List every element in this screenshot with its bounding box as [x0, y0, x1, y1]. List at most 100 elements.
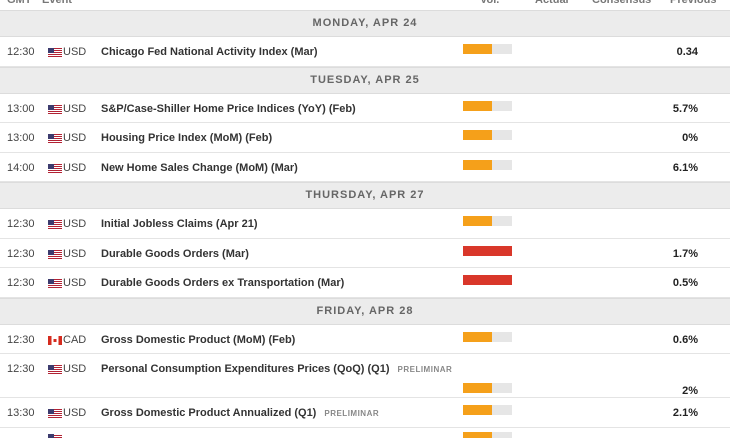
event-title: Gross Domestic Product Annualized (Q1) [101, 407, 317, 419]
day-header [0, 10, 730, 37]
event-row [0, 354, 730, 398]
volatility-bar [463, 216, 512, 226]
flag [48, 48, 62, 57]
event-title: Gross Domestic Product (MoM) (Feb) [101, 333, 296, 346]
event-title: Chicago Fed National Activity Index (Mar… [101, 46, 318, 58]
event-name: Gross Domestic Product (MoM) (Feb) [101, 334, 295, 346]
volatility-bar [463, 44, 512, 54]
volatility-bar [463, 245, 512, 256]
flag [48, 409, 62, 418]
currency: USD [63, 102, 87, 115]
volatility-fill [463, 383, 492, 393]
event-row [0, 37, 730, 67]
flag [48, 335, 62, 345]
previous: 2% [682, 385, 698, 397]
column-header: Vol. [480, 0, 500, 6]
day-label: FRIDAY, APR 28 [316, 304, 414, 317]
flag [48, 134, 62, 143]
flag [48, 163, 62, 173]
volatility-fill [463, 216, 492, 226]
column-header: GMT [7, 0, 32, 6]
time: 12:30 [7, 247, 35, 260]
time: 12:30 [7, 277, 35, 289]
event-row [0, 398, 730, 428]
currency: USD [63, 46, 87, 58]
currency: USD [63, 132, 87, 144]
volatility-bar [463, 383, 512, 393]
event-row [0, 153, 730, 182]
event-tag: PRELIMINAR [324, 409, 380, 418]
event-name: S&P/Case-Shiller Home Price Indices (YoY… [101, 103, 356, 115]
day-header [0, 297, 730, 325]
volatility-fill [463, 100, 492, 111]
currency: CAD [63, 333, 87, 346]
event-title: Personal Consumption Expenditures Prices… [101, 363, 390, 375]
volatility-fill [463, 159, 492, 170]
volatility-fill [463, 331, 492, 342]
column-header: Actual [535, 0, 569, 6]
time: 13:30 [7, 407, 35, 419]
event-tag: PRELIMINAR [397, 365, 453, 374]
event-name: Gross Domestic Product Annualized (Q1) PR… [101, 407, 379, 419]
event-row [0, 325, 730, 354]
day-header [0, 182, 730, 209]
day-header [0, 66, 730, 94]
event-title: New Home Sales Change (MoM) (Mar) [101, 161, 298, 174]
event-title: Durable Goods Orders ex Transportation (… [101, 277, 345, 289]
event-row [0, 239, 730, 268]
previous: 0% [682, 132, 698, 144]
volatility-bar [463, 331, 512, 342]
event-name: Durable Goods Orders ex Transportation (… [101, 277, 344, 289]
currency: USD [63, 363, 87, 375]
day-label: THURSDAY, APR 27 [305, 189, 425, 201]
volatility-fill [463, 275, 512, 285]
volatility-fill [463, 44, 492, 54]
volatility-bar [463, 275, 512, 285]
event-row [0, 94, 730, 123]
previous: 0.34 [676, 46, 698, 58]
event-title: Initial Jobless Claims (Apr 21) [101, 218, 258, 230]
event-name: Chicago Fed National Activity Index (Mar… [101, 46, 318, 58]
volatility-bar [463, 432, 512, 438]
time: 13:00 [7, 132, 35, 144]
flag [48, 220, 62, 229]
event-row [0, 123, 730, 153]
flag [48, 104, 62, 114]
flag [48, 249, 62, 259]
time: 12:30 [7, 363, 35, 375]
volatility-bar [463, 405, 512, 415]
event-title: Housing Price Index (MoM) (Feb) [101, 132, 273, 144]
previous: 0.6% [672, 333, 698, 346]
column-header: Previous [670, 0, 717, 6]
time: 13:00 [7, 102, 35, 115]
event-title: S&P/Case-Shiller Home Price Indices (YoY… [101, 102, 356, 115]
time: 14:00 [7, 161, 35, 174]
column-header: Consensus [592, 0, 652, 6]
day-label: TUESDAY, APR 25 [310, 73, 420, 86]
day-label: MONDAY, APR 24 [312, 17, 418, 29]
event-name: New Home Sales Change (MoM) (Mar) [101, 162, 298, 174]
volatility-bar [463, 130, 512, 140]
event-name: Durable Goods Orders (Mar) [101, 248, 249, 260]
volatility-bar [463, 159, 512, 170]
currency: USD [63, 161, 87, 174]
event-name: Housing Price Index (MoM) (Feb) [101, 132, 272, 144]
currency: USD [63, 407, 87, 419]
event-row [0, 268, 730, 298]
previous: 2.1% [672, 407, 698, 419]
volatility-fill [463, 130, 492, 140]
flag [48, 365, 62, 374]
volatility-bar [463, 100, 512, 111]
event-name: Personal Consumption Expenditures Prices… [101, 363, 452, 375]
time: 12:30 [7, 46, 35, 58]
currency: USD [63, 218, 87, 230]
previous: 6.1% [672, 161, 698, 174]
flag [48, 434, 62, 438]
previous: 0.5% [672, 277, 698, 289]
currency: USD [63, 277, 87, 289]
time: 12:30 [7, 333, 35, 346]
event-name: Initial Jobless Claims (Apr 21) [101, 218, 258, 230]
time: 12:30 [7, 218, 35, 230]
event-title: Durable Goods Orders (Mar) [101, 247, 249, 260]
